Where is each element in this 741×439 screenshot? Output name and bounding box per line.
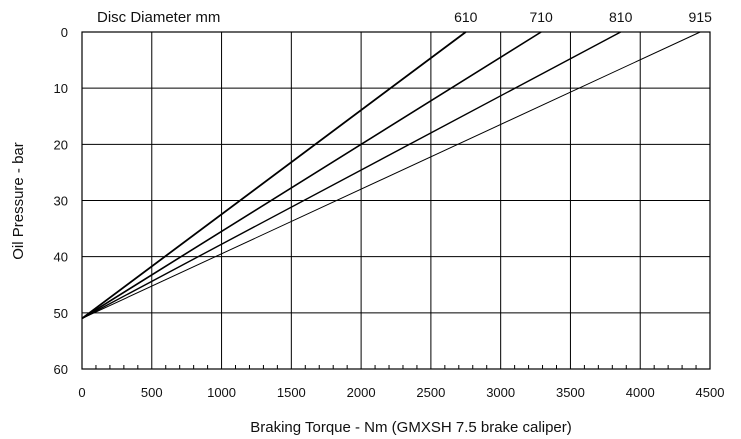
x-tick-label: 2000 xyxy=(347,385,376,400)
series-lines xyxy=(81,31,701,320)
series-label-710: 710 xyxy=(529,9,553,25)
x-tick-label: 1000 xyxy=(207,385,236,400)
y-tick-label: 40 xyxy=(54,250,68,265)
grid-lines xyxy=(81,31,711,370)
y-tick-label: 60 xyxy=(54,362,68,377)
plot-area-frame xyxy=(81,31,711,370)
x-tick-label: 4500 xyxy=(696,385,725,400)
minor-ticks xyxy=(95,365,697,369)
y-tick-label: 20 xyxy=(54,137,68,152)
x-tick-label: 500 xyxy=(141,385,163,400)
y-tick-label: 0 xyxy=(61,25,68,40)
x-tick-label: 0 xyxy=(78,385,85,400)
y-tick-label: 50 xyxy=(54,306,68,321)
series-line-810 xyxy=(81,31,622,320)
series-line-915 xyxy=(81,31,701,319)
x-axis-tick-labels: 0 500 1000 1500 2000 2500 3000 3500 4000 4500 xyxy=(78,385,724,400)
series-label-610: 610 xyxy=(454,9,478,25)
x-axis-title: Braking Torque - Nm (GMXSH 7.5 brake cal… xyxy=(250,419,572,436)
x-tick-label: 3500 xyxy=(556,385,585,400)
y-tick-label: 10 xyxy=(54,81,68,96)
y-tick-label: 30 xyxy=(54,194,68,209)
y-axis-title: Oil Pressure - bar xyxy=(10,142,27,260)
legend-title: Disc Diameter mm xyxy=(97,9,220,26)
series-labels: 610 710 810 915 xyxy=(454,9,712,25)
series-line-710 xyxy=(81,31,542,320)
x-tick-label: 3000 xyxy=(486,385,515,400)
y-axis-tick-labels: 0 10 20 30 40 50 60 xyxy=(54,25,68,377)
series-label-810: 810 xyxy=(609,9,633,25)
x-tick-label: 4000 xyxy=(626,385,655,400)
x-tick-label: 2500 xyxy=(416,385,445,400)
x-tick-label: 1500 xyxy=(277,385,306,400)
series-line-610 xyxy=(81,31,467,320)
series-label-915: 915 xyxy=(689,9,713,25)
